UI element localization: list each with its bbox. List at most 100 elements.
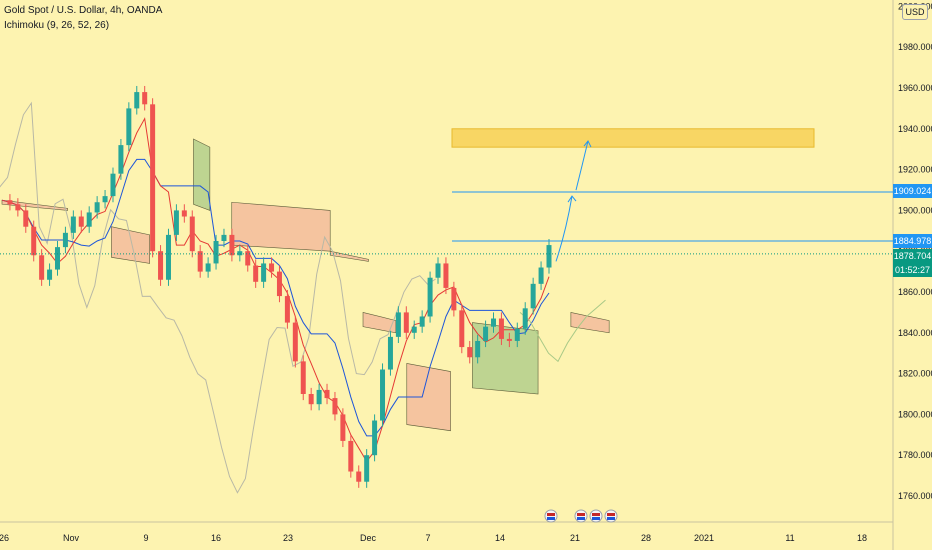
x-tick-label: 28: [641, 533, 651, 543]
candle-body: [491, 318, 497, 327]
candle-body: [110, 173, 116, 197]
event-marker-icon: [547, 513, 555, 516]
x-tick-label: Nov: [63, 533, 80, 543]
candle-body: [197, 251, 203, 272]
candle-body: [451, 287, 457, 311]
candle-body: [142, 92, 148, 105]
cloud-segment: [329, 250, 369, 262]
candle-body: [380, 369, 386, 421]
candle-body: [506, 338, 512, 341]
candle-body: [245, 251, 251, 266]
y-tick-label: 1940.000: [898, 124, 932, 134]
currency-button[interactable]: USD: [902, 4, 928, 20]
candle-body: [348, 440, 354, 472]
candle-body: [292, 322, 298, 362]
candle-body: [522, 308, 528, 329]
last-price-tag: 1878.704: [893, 249, 932, 263]
candle-body: [475, 340, 481, 358]
candle-body: [213, 241, 219, 264]
level-price-tag: 1909.024: [893, 184, 932, 198]
candle-body: [538, 267, 544, 284]
candle-body: [364, 455, 370, 482]
target-zone: [451, 128, 815, 148]
candle-body: [498, 318, 504, 339]
cloud-segment: [362, 312, 397, 334]
candle-body: [261, 263, 267, 282]
candle-body: [118, 145, 124, 174]
candle-body: [86, 212, 92, 227]
cloud-segment: [472, 322, 539, 395]
drawing-overlays: [0, 128, 893, 262]
cloud-segment: [406, 363, 451, 432]
event-marker-icon: [607, 517, 615, 520]
y-tick-label: 1860.000: [898, 287, 932, 297]
candle-body: [300, 361, 306, 394]
candle-body: [62, 232, 68, 248]
y-tick-label: 1760.000: [898, 491, 932, 501]
candle-body: [546, 245, 552, 268]
chart-title: Gold Spot / U.S. Dollar, 4h, OANDA: [4, 5, 163, 16]
x-tick-label: 9: [143, 533, 148, 543]
candle-body: [229, 234, 235, 256]
cloud-segment: [570, 312, 610, 334]
x-tick-label: 14: [495, 533, 505, 543]
candle-body: [189, 216, 195, 252]
candle-body: [221, 234, 227, 241]
event-marker-icon: [592, 517, 600, 520]
event-marker-icon: [577, 517, 585, 520]
indicator-label[interactable]: Ichimoku (9, 26, 52, 26): [4, 20, 110, 31]
projection-arrow: [567, 195, 577, 203]
tenkan-line: [1, 117, 550, 463]
cloud-segment: [111, 226, 150, 264]
candle-body: [332, 398, 338, 415]
candle-body: [387, 336, 393, 370]
candle-body: [435, 263, 441, 278]
y-tick-label: 1980.000: [898, 42, 932, 52]
candle-body: [54, 247, 60, 270]
y-tick-label: 1840.000: [898, 328, 932, 338]
event-marker-icon: [547, 517, 555, 520]
candle-body: [427, 277, 433, 317]
candle-body: [126, 108, 132, 146]
candle-body: [403, 312, 409, 333]
countdown-tag: 01:52:27: [893, 263, 932, 277]
event-marker-icon: [577, 513, 585, 516]
candle-body: [39, 255, 45, 280]
candle-body: [158, 251, 164, 280]
projection-arrow: [583, 140, 592, 148]
x-tick-label: 23: [283, 533, 293, 543]
candle-body: [276, 271, 282, 297]
candle-body: [443, 263, 449, 288]
candle-body: [269, 263, 275, 272]
candle-body: [31, 226, 37, 256]
candle-body: [78, 216, 84, 227]
x-tick-label: 7: [425, 533, 430, 543]
chikou-line: [0, 101, 436, 494]
x-tick-label: 18: [857, 533, 867, 543]
candles: [7, 85, 552, 488]
candle-body: [205, 263, 211, 272]
candle-body: [459, 310, 465, 348]
candle-body: [23, 210, 29, 227]
x-tick-label: 16: [211, 533, 221, 543]
candle-body: [340, 414, 346, 441]
candle-body: [134, 92, 140, 109]
candle-body: [253, 265, 259, 282]
projection-path: [555, 196, 573, 262]
candle-body: [173, 210, 179, 235]
y-tick-label: 1900.000: [898, 205, 932, 215]
candle-body: [411, 326, 417, 333]
candle-body: [15, 204, 21, 211]
y-tick-label: 1960.000: [898, 83, 932, 93]
candle-body: [94, 202, 100, 213]
level-price-tag: 1884.978: [893, 234, 932, 248]
projection-path: [575, 140, 589, 191]
candle-body: [7, 200, 13, 205]
event-marker-icon: [607, 513, 615, 516]
y-tick-label: 1820.000: [898, 369, 932, 379]
x-tick-label: Dec: [360, 533, 377, 543]
event-marker-icon: [592, 513, 600, 516]
candle-body: [102, 196, 108, 203]
candle-body: [356, 471, 362, 482]
